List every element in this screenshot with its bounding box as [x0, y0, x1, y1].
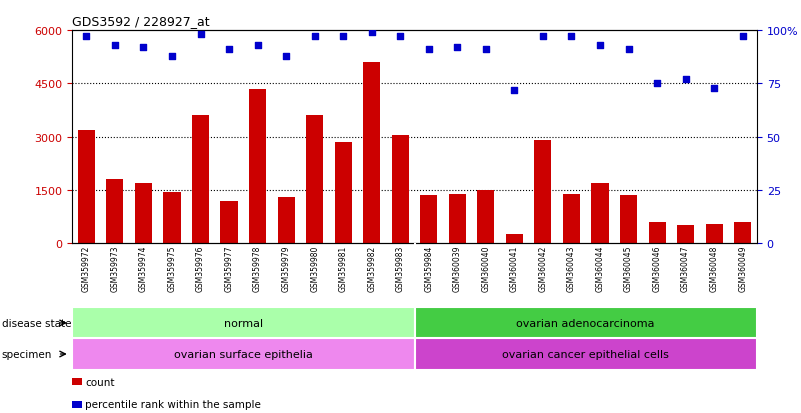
Text: GSM359977: GSM359977 — [224, 245, 234, 291]
Bar — [107, 180, 123, 244]
Point — [594, 43, 606, 49]
Text: GSM360043: GSM360043 — [567, 245, 576, 291]
Point — [480, 47, 493, 53]
Text: GSM360039: GSM360039 — [453, 245, 462, 291]
Bar — [135, 183, 152, 244]
Text: GSM360045: GSM360045 — [624, 245, 633, 291]
Bar — [363, 63, 380, 244]
Point — [451, 45, 464, 51]
Text: GSM359980: GSM359980 — [310, 245, 319, 291]
Point — [308, 34, 321, 40]
Text: GSM359974: GSM359974 — [139, 245, 148, 291]
Text: GSM360046: GSM360046 — [653, 245, 662, 291]
Bar — [335, 142, 352, 244]
Bar — [477, 190, 494, 244]
Bar — [421, 196, 437, 244]
Text: GSM360040: GSM360040 — [481, 245, 490, 291]
Point — [422, 47, 435, 53]
Text: GSM359981: GSM359981 — [339, 245, 348, 291]
Point — [280, 53, 292, 60]
Bar — [392, 135, 409, 244]
Text: GSM360047: GSM360047 — [681, 245, 690, 291]
Text: GSM359975: GSM359975 — [167, 245, 176, 291]
Text: ovarian adenocarcinoma: ovarian adenocarcinoma — [517, 318, 655, 328]
Bar — [78, 130, 95, 244]
Text: GSM360041: GSM360041 — [510, 245, 519, 291]
Text: GSM360049: GSM360049 — [739, 245, 747, 291]
Bar — [220, 201, 238, 244]
Bar — [277, 197, 295, 244]
Point — [223, 47, 235, 53]
Text: GDS3592 / 228927_at: GDS3592 / 228927_at — [72, 15, 210, 28]
Text: ovarian surface epithelia: ovarian surface epithelia — [174, 349, 312, 359]
Point — [508, 87, 521, 94]
Text: normal: normal — [223, 318, 263, 328]
Bar — [734, 222, 751, 244]
Bar — [192, 116, 209, 244]
Bar — [72, 308, 415, 339]
Point — [166, 53, 179, 60]
Point — [537, 34, 549, 40]
Text: GSM359978: GSM359978 — [253, 245, 262, 291]
Bar — [306, 116, 323, 244]
Text: GSM359983: GSM359983 — [396, 245, 405, 291]
Text: GSM359984: GSM359984 — [425, 245, 433, 291]
Bar — [449, 194, 466, 244]
Bar — [415, 308, 757, 339]
Point — [336, 34, 349, 40]
Text: GSM359973: GSM359973 — [111, 245, 119, 291]
Text: GSM359979: GSM359979 — [282, 245, 291, 291]
Text: GSM359976: GSM359976 — [196, 245, 205, 291]
Bar — [415, 339, 757, 370]
Point — [708, 85, 721, 92]
Text: GSM360044: GSM360044 — [595, 245, 605, 291]
Point — [252, 43, 264, 49]
Bar — [591, 183, 609, 244]
Text: count: count — [85, 377, 115, 387]
Text: GSM360048: GSM360048 — [710, 245, 718, 291]
Bar — [249, 90, 266, 244]
Point — [622, 47, 635, 53]
Point — [365, 30, 378, 36]
Point — [679, 76, 692, 83]
Text: ovarian cancer epithelial cells: ovarian cancer epithelial cells — [502, 349, 669, 359]
Point — [137, 45, 150, 51]
Text: GSM359972: GSM359972 — [82, 245, 91, 291]
Point — [80, 34, 93, 40]
Text: specimen: specimen — [2, 349, 52, 359]
Bar — [706, 224, 723, 244]
Point — [394, 34, 407, 40]
Text: percentile rank within the sample: percentile rank within the sample — [85, 399, 261, 409]
Point — [736, 34, 749, 40]
Bar — [72, 339, 415, 370]
Bar — [563, 194, 580, 244]
Bar — [677, 226, 694, 244]
Point — [650, 81, 663, 88]
Point — [565, 34, 578, 40]
Bar — [505, 234, 523, 244]
Bar — [620, 196, 637, 244]
Point — [194, 32, 207, 38]
Bar — [649, 222, 666, 244]
Bar — [163, 192, 180, 244]
Text: GSM360042: GSM360042 — [538, 245, 547, 291]
Point — [108, 43, 121, 49]
Bar — [534, 141, 551, 244]
Text: GSM359982: GSM359982 — [367, 245, 376, 291]
Text: disease state: disease state — [2, 318, 71, 328]
